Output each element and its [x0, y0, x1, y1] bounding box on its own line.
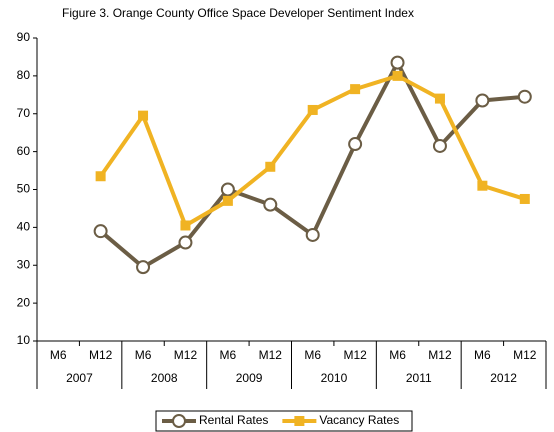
y-tick-label: 20 — [17, 295, 31, 309]
marker — [477, 180, 488, 191]
marker — [95, 171, 106, 182]
marker — [517, 89, 532, 104]
marker — [519, 193, 530, 204]
marker — [180, 220, 191, 231]
x-group-label: 2007 — [66, 371, 93, 385]
marker — [307, 104, 318, 115]
x-group-label: 2009 — [236, 371, 263, 385]
marker — [265, 161, 276, 172]
marker — [136, 260, 151, 275]
legend-label: Vacancy Rates — [319, 413, 399, 427]
marker — [392, 70, 403, 81]
x-tick-label: M12 — [513, 348, 537, 362]
x-tick-label: M12 — [89, 348, 113, 362]
y-tick-label: 50 — [17, 182, 31, 196]
marker — [93, 224, 108, 239]
legend-label: Rental Rates — [199, 413, 268, 427]
y-tick-label: 60 — [17, 144, 31, 158]
y-tick-label: 40 — [17, 220, 31, 234]
marker — [348, 137, 363, 152]
x-tick-label: M6 — [474, 348, 491, 362]
x-tick-label: M6 — [50, 348, 67, 362]
y-tick-label: 80 — [17, 68, 31, 82]
marker — [434, 93, 445, 104]
x-group-label: 2008 — [151, 371, 178, 385]
y-tick-label: 70 — [17, 106, 31, 120]
marker — [432, 138, 447, 153]
marker — [220, 182, 235, 197]
y-tick-label: 30 — [17, 257, 31, 271]
marker — [475, 93, 490, 108]
y-tick-label: 90 — [17, 30, 31, 44]
x-group-label: 2012 — [490, 371, 517, 385]
marker — [138, 110, 149, 121]
y-tick-label: 10 — [17, 333, 31, 347]
legend: Rental Rates Vacancy Rates — [155, 410, 413, 432]
marker — [263, 197, 278, 212]
marker — [350, 84, 361, 95]
x-tick-label: M12 — [428, 348, 452, 362]
chart-title: Figure 3. Orange County Office Space Dev… — [62, 6, 414, 20]
legend-marker — [172, 414, 186, 428]
marker — [305, 227, 320, 242]
x-group-label: 2011 — [406, 371, 432, 385]
x-tick-label: M6 — [389, 348, 406, 362]
marker — [222, 195, 233, 206]
x-tick-label: M12 — [343, 348, 367, 362]
x-tick-label: M6 — [135, 348, 152, 362]
x-tick-label: M12 — [174, 348, 198, 362]
marker — [178, 235, 193, 250]
x-tick-label: M6 — [304, 348, 321, 362]
legend-marker — [294, 416, 305, 426]
x-tick-label: M12 — [259, 348, 283, 362]
marker — [390, 55, 405, 70]
x-tick-label: M6 — [220, 348, 237, 362]
x-group-label: 2010 — [321, 371, 348, 385]
series-line — [98, 73, 526, 228]
